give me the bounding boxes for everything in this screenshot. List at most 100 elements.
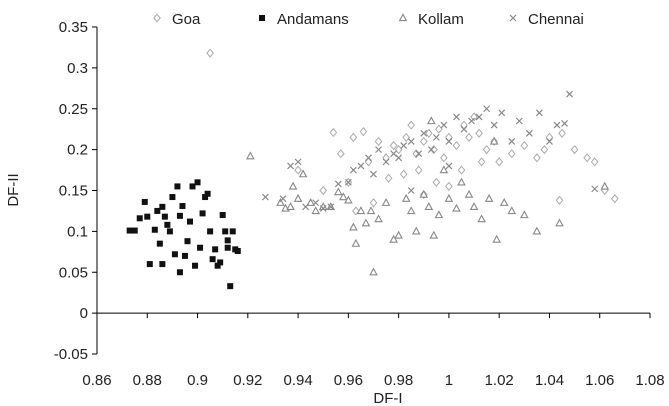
data-point [311,206,321,215]
data-point [434,210,444,219]
data-point [457,165,466,175]
data-point [356,206,366,215]
data-point [445,162,453,170]
data-point [489,136,499,145]
data-point [445,181,453,191]
data-point [319,185,328,196]
data-point [495,157,504,167]
data-point [359,127,368,137]
data-point [498,109,506,117]
data-point [420,129,428,137]
y-tick-label: 0.2 [67,142,88,159]
x-tick-label: 1.06 [585,372,614,389]
data-point [161,213,168,220]
data-point [492,234,501,243]
legend: Goa Andamans Kollam Chennai [153,11,584,28]
data-point [414,165,423,175]
data-point [261,193,269,201]
data-point [583,153,592,163]
data-point [382,158,390,166]
data-point [131,227,138,234]
data-point [427,146,435,154]
x-tick-label: 0.88 [133,372,162,389]
data-point [287,162,294,170]
legend-item-chennai: Chennai [509,11,584,28]
x-tick-label: 1.02 [485,372,514,389]
data-point [381,198,391,206]
chart-axes [92,26,651,355]
x-tick-label: 1 [445,372,453,389]
data-point [546,138,553,145]
data-point [214,262,221,269]
data-point [507,206,517,215]
data-point [429,230,439,239]
y-tick-label: 0.35 [59,19,88,36]
data-point [535,109,543,117]
data-point [146,261,153,268]
data-point [432,133,440,141]
data-point [294,158,302,166]
data-point [429,145,438,155]
data-point [445,138,453,145]
data-point [293,193,303,202]
data-point [508,138,516,145]
data-point [366,206,376,215]
data-point [370,170,377,178]
data-point [477,214,486,223]
data-point [460,125,468,133]
data-point [555,218,564,227]
data-point [482,145,491,155]
data-point [156,240,163,247]
data-point [154,207,161,214]
data-point [222,228,229,235]
data-point [452,203,461,212]
x-tick-label: 1.04 [535,372,564,389]
data-point [400,142,408,149]
data-point [336,149,345,159]
data-point [176,212,183,219]
y-tick-label: 0 [80,305,88,322]
data-point [477,157,486,167]
x-tick-label: 0.94 [283,372,312,389]
data-point [333,187,343,196]
data-point [217,259,224,266]
x-axis-label: DF-I [373,390,402,406]
data-point [298,169,308,178]
data-point [187,218,194,225]
data-point [319,205,327,212]
y-tick-label: -0.05 [54,346,88,363]
data-point [424,128,433,138]
data-point [444,193,454,202]
data-point [374,136,383,147]
data-point [515,117,523,125]
x-tick-label: 0.92 [233,372,262,389]
data-point [389,140,398,151]
data-point [464,189,474,198]
data-point [426,116,436,125]
data-point [553,121,561,129]
data-point [206,48,214,58]
data-point [566,90,573,98]
data-point [570,145,579,155]
data-point [412,149,421,159]
data-point [394,145,403,155]
data-point [349,166,357,174]
data-point [344,195,353,204]
legend-label: Goa [172,11,201,28]
data-point [369,198,378,208]
data-point [339,192,348,201]
y-tick-label: 0.05 [59,264,88,281]
data-point [349,132,358,142]
data-point [407,138,415,145]
data-point [490,121,498,129]
data-point [159,261,166,268]
data-point [276,198,285,206]
data-point [212,246,219,253]
data-point [452,140,461,151]
data-point [286,202,295,210]
legend-label: Kollam [418,11,464,28]
data-point [166,228,173,235]
data-point [234,247,241,254]
data-point [365,154,372,162]
data-point [402,132,411,142]
